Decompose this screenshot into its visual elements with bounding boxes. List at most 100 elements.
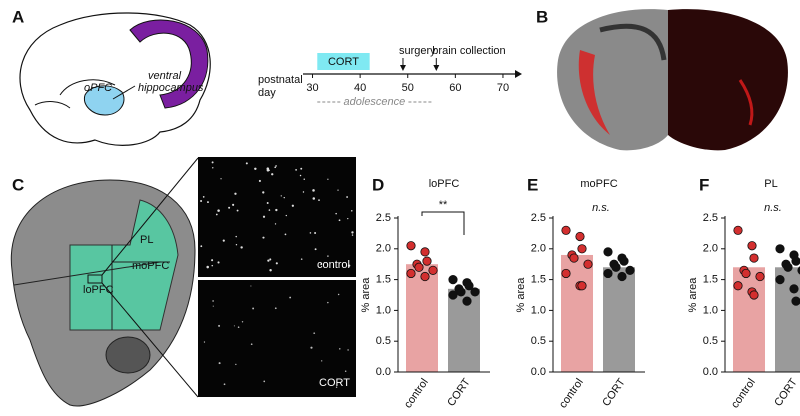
speckle	[215, 213, 218, 216]
cort-period	[317, 53, 370, 70]
axis-arrow	[515, 70, 522, 78]
speckle	[235, 235, 237, 238]
data-point	[625, 265, 635, 275]
speckle	[274, 223, 277, 225]
brain-slice	[10, 157, 199, 407]
data-point	[789, 284, 799, 294]
speckle	[351, 210, 353, 212]
panel-letter: E	[527, 175, 538, 194]
speckle	[318, 199, 320, 201]
speckle	[347, 218, 349, 220]
speckle	[327, 178, 329, 180]
speckle	[285, 214, 288, 217]
data-point	[611, 262, 621, 272]
speckle	[269, 258, 272, 261]
x-tick-label: 50	[402, 82, 414, 94]
data-point	[741, 268, 751, 279]
y-tick-label: 0.5	[703, 335, 718, 347]
data-point	[428, 265, 438, 275]
y-tick-label: 2.0	[376, 243, 391, 255]
data-point	[561, 225, 571, 235]
speckle	[235, 363, 237, 366]
data-point	[422, 256, 432, 266]
speckle	[327, 301, 329, 304]
speckle	[218, 362, 221, 365]
speckle	[346, 196, 349, 198]
brain-diagram	[19, 12, 211, 146]
speckle	[202, 196, 205, 198]
speckle	[283, 196, 285, 199]
speckle	[271, 173, 274, 176]
speckle	[314, 248, 317, 251]
speckle	[212, 300, 214, 302]
y-tick-label: 2.0	[703, 243, 718, 255]
y-tick-label: 1.5	[703, 274, 718, 286]
region-label: oPFC	[84, 82, 112, 94]
data-point	[577, 281, 587, 291]
panel-letter: F	[699, 175, 709, 194]
event-label: surgery	[399, 45, 436, 57]
data-point	[797, 266, 800, 275]
data-point	[791, 296, 800, 306]
x-tick-label: CORT	[445, 376, 473, 408]
y-tick-label: 0.0	[703, 366, 718, 378]
panel-letter: D	[372, 175, 384, 194]
y-tick-label: 2.0	[531, 243, 546, 255]
speckle	[313, 332, 316, 335]
y-tick-label: 1.0	[703, 304, 718, 316]
speckle	[268, 209, 271, 211]
y-axis-label: % area	[515, 277, 527, 313]
micrograph	[198, 157, 356, 277]
data-point	[464, 281, 474, 291]
data-point	[577, 244, 587, 254]
y-tick-label: 0.5	[376, 335, 391, 347]
arrow-head	[433, 65, 440, 71]
speckle	[280, 195, 282, 197]
data-point	[775, 274, 785, 285]
data-point	[603, 268, 613, 279]
speckle	[266, 167, 270, 170]
data-point	[755, 271, 765, 282]
speckle	[245, 162, 248, 165]
speckle	[289, 296, 292, 299]
speckle	[274, 307, 277, 310]
speckle	[338, 219, 341, 222]
y-tick-label: 1.5	[531, 274, 546, 286]
x-tick-label: 30	[306, 82, 318, 94]
speckle	[284, 233, 287, 236]
data-point	[791, 256, 800, 266]
region-label: moPFC	[132, 260, 169, 272]
y-tick-label: 1.0	[376, 304, 391, 316]
y-tick-label: 0.0	[376, 366, 391, 378]
speckles	[200, 161, 354, 389]
speckle	[303, 178, 305, 180]
period-label: CORT	[328, 56, 359, 68]
axis-label: postnatal	[258, 74, 303, 86]
x-tick-label: control	[557, 377, 586, 411]
speckle	[200, 200, 203, 203]
data-point	[406, 268, 416, 279]
y-tick-label: 0.0	[531, 366, 546, 378]
data-point	[733, 281, 743, 291]
region-label: loPFC	[83, 284, 114, 296]
data-point	[775, 244, 785, 254]
annotation: n.s.	[592, 202, 610, 214]
data-point	[575, 231, 585, 242]
data-point	[733, 225, 743, 235]
speckle	[299, 174, 302, 177]
data-point	[617, 271, 627, 282]
data-point	[749, 253, 759, 263]
y-tick-label: 0.5	[531, 335, 546, 347]
speckle	[211, 264, 214, 267]
x-tick-label: 60	[449, 82, 461, 94]
panel-letter: A	[12, 7, 24, 26]
speckle	[320, 263, 323, 266]
speckle	[235, 244, 238, 246]
data-point	[462, 296, 472, 306]
panel-letter: B	[536, 7, 548, 26]
x-tick-label: control	[729, 377, 758, 411]
region-label: PL	[140, 234, 153, 246]
x-tick-label: control	[402, 377, 431, 411]
speckle	[262, 215, 266, 218]
data-point	[603, 247, 613, 257]
